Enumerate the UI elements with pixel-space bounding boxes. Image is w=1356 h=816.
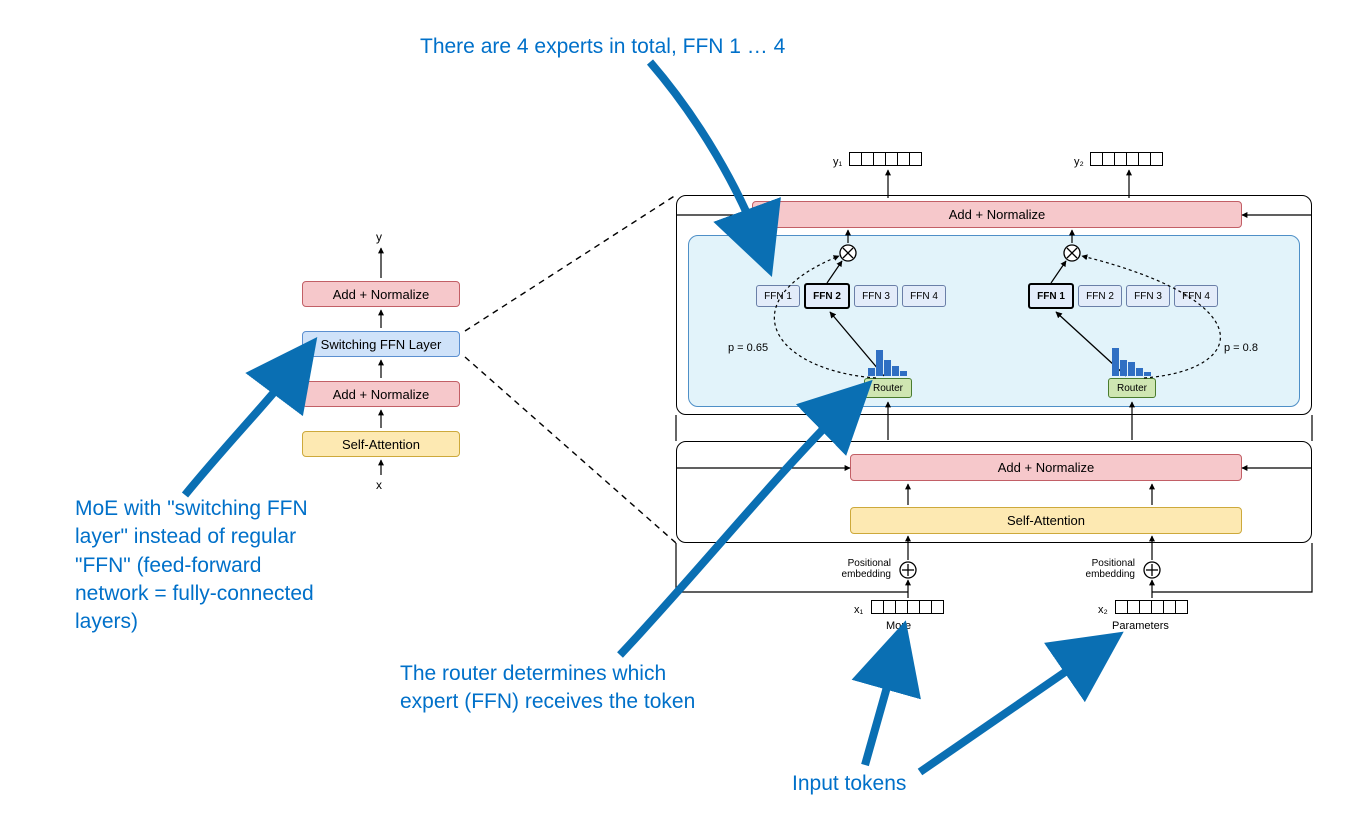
switching-ffn-left: Switching FFN Layer — [302, 331, 460, 357]
plus-left-icon — [900, 562, 916, 578]
x1-label: x₁ — [854, 604, 863, 616]
y-label: y — [376, 230, 382, 244]
p-left-label: p = 0.65 — [728, 342, 768, 354]
bottom-outer-box — [676, 441, 1312, 543]
ffn-right-3: FFN 3 — [1126, 285, 1170, 307]
posemb-left-label: Positional embedding — [831, 558, 891, 580]
y2-label: y₂ — [1074, 156, 1084, 168]
router-left: Router — [864, 378, 912, 398]
ffn-right-1: FFN 1 — [1028, 283, 1074, 309]
ffn-right-4: FFN 4 — [1174, 285, 1218, 307]
ffn-left-4: FFN 4 — [902, 285, 946, 307]
ffn-left-1: FFN 1 — [756, 285, 800, 307]
addnorm-top-right: Add + Normalize — [752, 201, 1242, 228]
router-right: Router — [1108, 378, 1156, 398]
x1-word: More — [886, 620, 911, 632]
addnorm-bottom-left: Add + Normalize — [302, 381, 460, 407]
y1-label: y₁ — [833, 156, 842, 168]
plus-right-icon — [1144, 562, 1160, 578]
posemb-right-label: Positional embedding — [1075, 558, 1135, 580]
moe-panel — [688, 235, 1300, 407]
x2-label: x₂ — [1098, 604, 1108, 616]
ffn-left-2: FFN 2 — [804, 283, 850, 309]
x2-cells — [1116, 600, 1188, 614]
addnorm-top-left: Add + Normalize — [302, 281, 460, 307]
y1-cells — [850, 152, 922, 166]
x2-word: Parameters — [1112, 620, 1169, 632]
y2-cells — [1091, 152, 1163, 166]
router-annotation: The router determines which expert (FFN)… — [400, 660, 720, 717]
moe-annotation: MoE with "switching FFN layer" instead o… — [75, 495, 335, 637]
p-right-label: p = 0.8 — [1224, 342, 1258, 354]
experts-annotation: There are 4 experts in total, FFN 1 … 4 — [420, 33, 785, 61]
self-attention-left: Self-Attention — [302, 431, 460, 457]
x-label: x — [376, 478, 382, 492]
ffn-left-3: FFN 3 — [854, 285, 898, 307]
x1-cells — [872, 600, 944, 614]
ffn-right-2: FFN 2 — [1078, 285, 1122, 307]
input-tokens-annotation: Input tokens — [792, 770, 906, 798]
